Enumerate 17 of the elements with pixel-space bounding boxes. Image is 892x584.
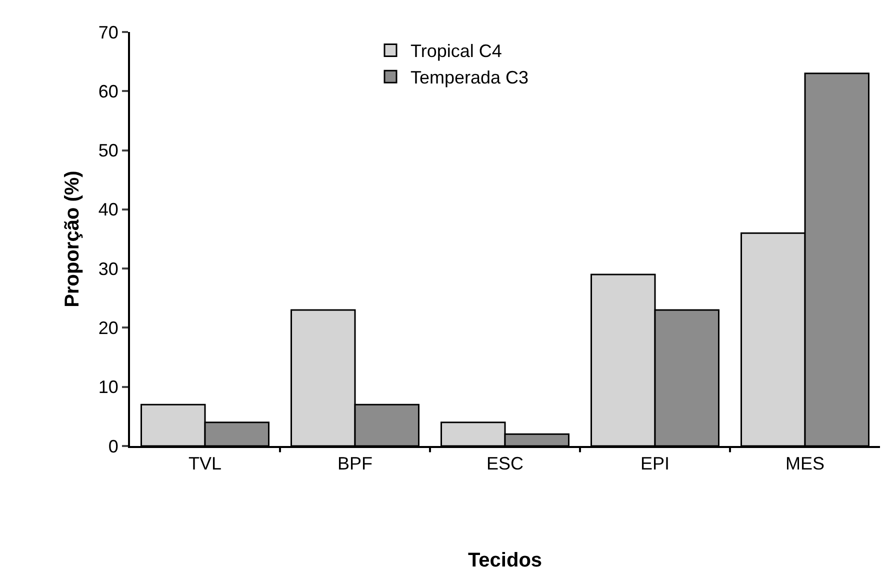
y-axis-title: Proporção (%)	[61, 170, 84, 308]
y-tick-label: 40	[98, 200, 118, 220]
legend-label: Tropical C4	[410, 41, 502, 62]
y-tick-label: 20	[98, 318, 118, 338]
y-tick-label: 60	[98, 81, 118, 102]
x-axis-title: Tecidos	[468, 550, 542, 572]
x-tick-label: TVL	[188, 454, 222, 474]
x-tick-label: BPF	[337, 454, 373, 474]
legend-label: Temperada C3	[410, 68, 529, 88]
y-tick-label: 50	[98, 140, 118, 161]
x-tick-label: EPI	[640, 454, 670, 474]
y-tick-label: 0	[108, 436, 118, 456]
x-tick-label: MES	[785, 454, 825, 474]
x-tick-label: ESC	[486, 454, 524, 474]
y-tick-label: 30	[98, 258, 118, 279]
y-tick-label: 10	[98, 377, 118, 398]
y-tick-label: 70	[98, 22, 118, 42]
